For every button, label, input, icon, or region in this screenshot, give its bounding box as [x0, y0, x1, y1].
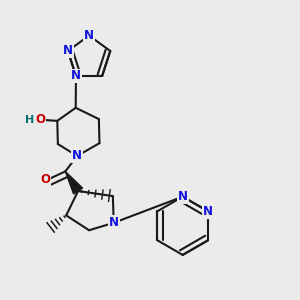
Text: N: N: [63, 44, 73, 58]
Text: O: O: [40, 173, 50, 186]
Text: N: N: [84, 29, 94, 42]
Polygon shape: [65, 171, 83, 194]
Text: N: N: [71, 69, 81, 82]
Text: N: N: [178, 190, 188, 203]
Text: N: N: [72, 149, 82, 162]
Text: N: N: [109, 216, 119, 229]
Text: O: O: [36, 113, 46, 127]
Text: N: N: [203, 205, 213, 218]
Text: H: H: [25, 115, 34, 125]
